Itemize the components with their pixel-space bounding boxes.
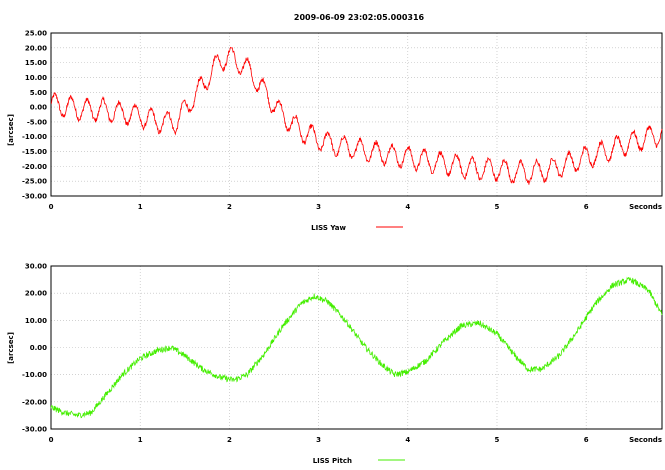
y-tick-label: 25.00 [25, 30, 47, 38]
x-tick-label: 4 [405, 436, 410, 444]
x-tick-label: 0 [49, 436, 54, 444]
y-tick-label: 20.00 [25, 44, 47, 52]
x-tick-label: 1 [138, 436, 143, 444]
y-tick-label: -20.00 [22, 163, 47, 171]
yaw-legend: LISS Yaw [311, 224, 403, 232]
pitch-chart: 30.00 20.00 10.00 0.00 -10.00 -20.00 -30.00 0 1… [7, 263, 663, 465]
y-tick-label: -10.00 [22, 371, 47, 379]
y-tick-label: 15.00 [25, 59, 47, 67]
x-tick-label: 3 [316, 203, 321, 211]
y-tick-label: 20.00 [25, 290, 47, 298]
yaw-chart: 25.00 20.00 15.00 10.00 5.00 0.00 -5.00 -10.00 -… [7, 30, 663, 232]
y-tick-label: 10.00 [25, 74, 47, 82]
yaw-legend-label: LISS Yaw [311, 224, 346, 232]
x-tick-label: 3 [316, 436, 321, 444]
yaw-series-line [50, 46, 663, 185]
yaw-plot-frame [50, 32, 663, 197]
yaw-y-axis-label: [arcsec] [7, 114, 15, 146]
y-tick-label: 5.00 [30, 89, 47, 97]
pitch-x-ticks: 0 1 2 3 4 5 6 [49, 436, 589, 444]
y-tick-label: -30.00 [22, 193, 47, 201]
x-tick-label: 6 [584, 436, 589, 444]
yaw-y-ticks: 25.00 20.00 15.00 10.00 5.00 0.00 -5.00 -10.00 -… [22, 30, 47, 201]
x-tick-label: 5 [495, 436, 500, 444]
y-tick-label: 0.00 [30, 104, 47, 112]
x-tick-label: 6 [584, 203, 589, 211]
y-tick-label: -25.00 [22, 178, 47, 186]
pitch-gridlines [50, 265, 662, 430]
y-tick-label: 10.00 [25, 317, 47, 325]
y-tick-label: -20.00 [22, 398, 47, 406]
pitch-legend-label: LISS Pitch [313, 457, 352, 465]
pitch-y-ticks: 30.00 20.00 10.00 0.00 -10.00 -20.00 -30.00 [22, 263, 47, 434]
y-tick-label: -30.00 [22, 426, 47, 434]
x-tick-label: 1 [138, 203, 143, 211]
y-tick-label: 0.00 [30, 344, 47, 352]
pitch-plot-frame [50, 265, 663, 430]
pitch-y-axis-label: [arcsec] [7, 332, 15, 364]
yaw-gridlines [50, 32, 662, 197]
y-tick-label: -5.00 [27, 118, 47, 126]
x-tick-label: 0 [49, 203, 54, 211]
y-tick-label: -15.00 [22, 148, 47, 156]
yaw-x-axis-label: Seconds [629, 203, 662, 211]
x-tick-label: 2 [227, 436, 232, 444]
x-tick-label: 2 [227, 203, 232, 211]
x-tick-label: 5 [495, 203, 500, 211]
pitch-legend: LISS Pitch [313, 457, 405, 465]
figure-title: 2009-06-09 23:02:05.000316 [294, 13, 425, 22]
y-tick-label: -10.00 [22, 133, 47, 141]
pitch-series-line [50, 276, 663, 419]
pitch-x-axis-label: Seconds [629, 436, 662, 444]
y-tick-label: 30.00 [25, 263, 47, 271]
x-tick-label: 4 [405, 203, 410, 211]
yaw-x-ticks: 0 1 2 3 4 5 6 [49, 203, 589, 211]
